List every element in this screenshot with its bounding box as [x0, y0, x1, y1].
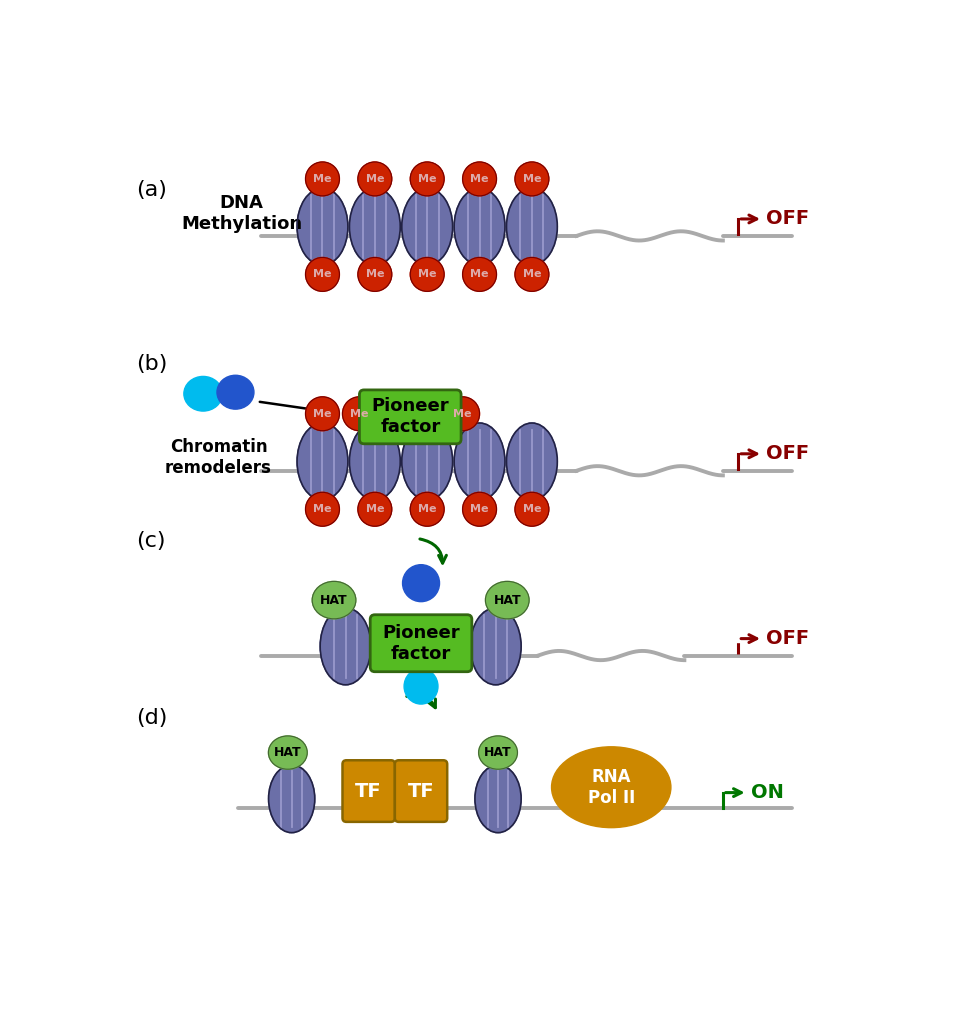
- FancyBboxPatch shape: [370, 614, 472, 672]
- Text: (b): (b): [136, 354, 168, 374]
- Text: Me: Me: [418, 504, 436, 514]
- Ellipse shape: [349, 188, 400, 265]
- Circle shape: [358, 257, 392, 291]
- Text: OFF: OFF: [766, 445, 809, 463]
- Text: Me: Me: [365, 174, 385, 184]
- Text: Me: Me: [418, 174, 436, 184]
- Ellipse shape: [297, 188, 348, 265]
- Text: Me: Me: [365, 504, 385, 514]
- Ellipse shape: [402, 423, 453, 500]
- Ellipse shape: [479, 736, 518, 770]
- Text: Me: Me: [418, 270, 436, 280]
- Text: HAT: HAT: [494, 594, 521, 607]
- Text: Pioneer
factor: Pioneer factor: [383, 624, 460, 663]
- Text: TF: TF: [356, 782, 382, 801]
- Ellipse shape: [470, 608, 521, 685]
- Ellipse shape: [184, 377, 222, 411]
- Text: HAT: HAT: [484, 746, 512, 759]
- Circle shape: [515, 492, 549, 526]
- Text: OFF: OFF: [766, 629, 809, 648]
- Text: ON: ON: [751, 783, 784, 803]
- Text: (d): (d): [136, 708, 168, 728]
- Circle shape: [410, 162, 444, 196]
- Circle shape: [515, 162, 549, 196]
- Ellipse shape: [475, 765, 521, 832]
- FancyBboxPatch shape: [395, 760, 447, 822]
- Text: Me: Me: [523, 504, 541, 514]
- Text: TF: TF: [408, 782, 434, 801]
- Text: HAT: HAT: [274, 746, 302, 759]
- Ellipse shape: [269, 736, 307, 770]
- FancyBboxPatch shape: [342, 760, 395, 822]
- Text: Me: Me: [314, 174, 332, 184]
- Text: RNA
Pol II: RNA Pol II: [588, 768, 635, 807]
- Ellipse shape: [402, 188, 453, 265]
- Ellipse shape: [506, 188, 557, 265]
- Ellipse shape: [313, 581, 356, 618]
- Ellipse shape: [551, 747, 671, 827]
- Ellipse shape: [320, 608, 371, 685]
- Ellipse shape: [455, 188, 505, 265]
- Text: Me: Me: [470, 504, 489, 514]
- Circle shape: [462, 162, 497, 196]
- Circle shape: [306, 397, 339, 431]
- Text: Me: Me: [314, 270, 332, 280]
- FancyBboxPatch shape: [360, 390, 461, 443]
- Text: Me: Me: [523, 270, 541, 280]
- Text: Me: Me: [470, 174, 489, 184]
- Text: Me: Me: [350, 409, 368, 419]
- Ellipse shape: [403, 565, 439, 602]
- Text: OFF: OFF: [766, 210, 809, 228]
- Text: Me: Me: [523, 174, 541, 184]
- Circle shape: [462, 492, 497, 526]
- Text: Me: Me: [470, 270, 489, 280]
- Ellipse shape: [269, 765, 315, 832]
- Ellipse shape: [349, 423, 400, 500]
- Text: (c): (c): [136, 531, 166, 551]
- Circle shape: [306, 162, 339, 196]
- Circle shape: [462, 257, 497, 291]
- Text: Chromatin
remodelers: Chromatin remodelers: [165, 438, 272, 477]
- Ellipse shape: [297, 423, 348, 500]
- Circle shape: [358, 162, 392, 196]
- Text: DNA
Methylation: DNA Methylation: [181, 194, 302, 234]
- Ellipse shape: [485, 581, 529, 618]
- Text: (a): (a): [136, 180, 167, 201]
- Ellipse shape: [455, 423, 505, 500]
- Ellipse shape: [404, 669, 438, 704]
- Circle shape: [410, 257, 444, 291]
- Circle shape: [358, 492, 392, 526]
- Ellipse shape: [506, 423, 557, 500]
- Text: HAT: HAT: [320, 594, 348, 607]
- Text: Pioneer
factor: Pioneer factor: [371, 397, 449, 436]
- Circle shape: [342, 397, 376, 431]
- Circle shape: [306, 257, 339, 291]
- Circle shape: [410, 492, 444, 526]
- Circle shape: [515, 257, 549, 291]
- Text: Me: Me: [314, 504, 332, 514]
- Text: Me: Me: [314, 409, 332, 419]
- Text: Me: Me: [454, 409, 472, 419]
- Text: Me: Me: [365, 270, 385, 280]
- Ellipse shape: [217, 376, 254, 410]
- Circle shape: [446, 397, 480, 431]
- Circle shape: [306, 492, 339, 526]
